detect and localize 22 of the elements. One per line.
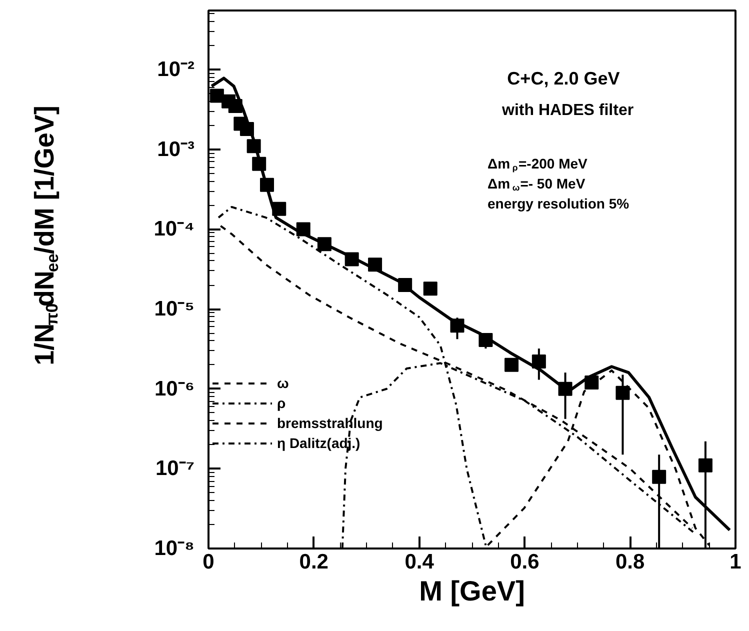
y-tick-label: 10⁻⁴ — [154, 218, 195, 241]
y-tick-label: 10⁻³ — [157, 138, 195, 161]
legend-label: ω — [277, 375, 290, 391]
y-tick-label: 10⁻⁸ — [154, 537, 195, 560]
legend-label: η Dalitz(adj.) — [277, 435, 360, 451]
annotation: with HADES filter — [501, 102, 634, 119]
legend-label: bremsstrahlung — [277, 415, 383, 431]
x-tick-label: 0.6 — [510, 550, 540, 574]
x-tick-label: 0.8 — [616, 550, 646, 574]
x-tick-label: 0.4 — [404, 550, 434, 574]
y-tick-label: 10⁻² — [157, 58, 195, 82]
x-tick-label: 0 — [202, 550, 214, 574]
annotation: energy resolution 5% — [488, 196, 630, 212]
x-tick-label: 0.2 — [299, 550, 329, 574]
y-axis-title: 1/Nπ0dNee/dM [1/GeV] — [30, 106, 62, 366]
y-tick-label: 10⁻⁶ — [154, 377, 195, 400]
y-tick-label: 10⁻⁷ — [155, 457, 195, 480]
legend-label: ρ — [277, 395, 287, 411]
x-tick-label: 1 — [730, 550, 742, 574]
x-axis-title: M [GeV] — [419, 576, 525, 606]
annotation: C+C, 2.0 GeV — [507, 68, 620, 88]
y-tick-label: 10⁻⁵ — [154, 298, 195, 321]
